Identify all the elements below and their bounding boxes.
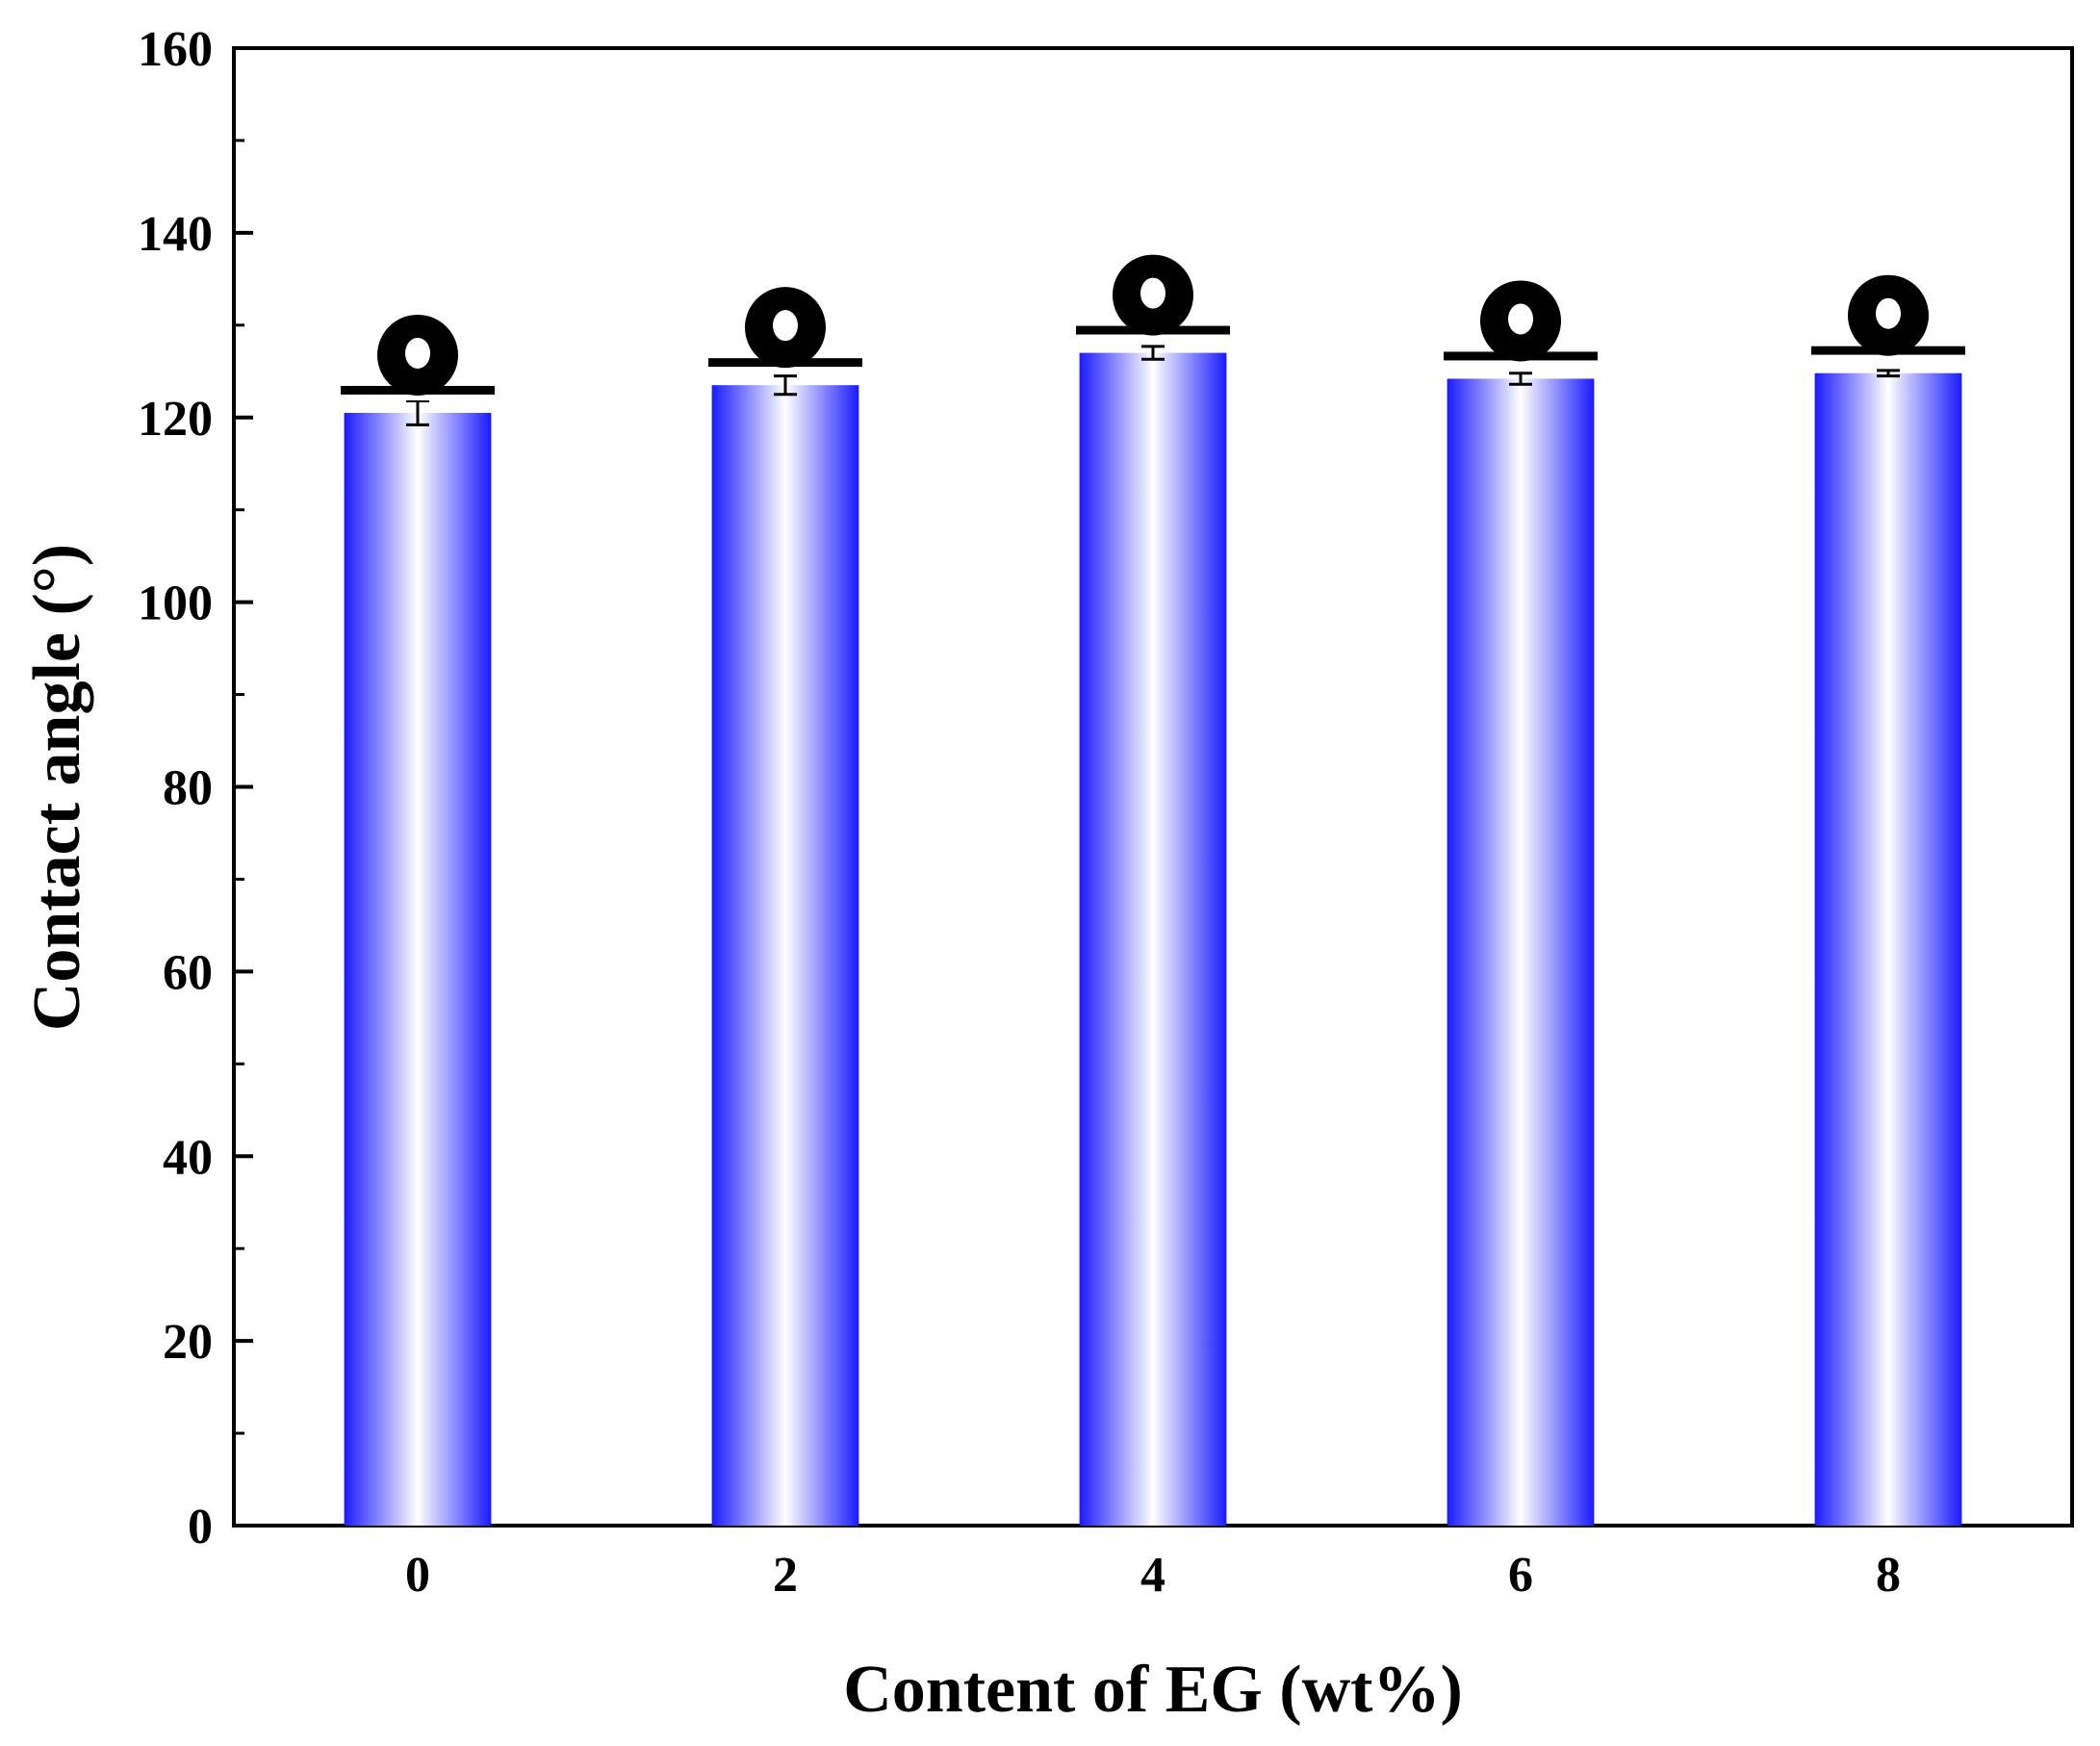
x-tick-label: 6 — [1508, 1548, 1533, 1603]
y-tick-label: 140 — [138, 207, 213, 262]
water-droplet-icon — [1444, 280, 1598, 367]
x-axis: 0 2 4 6 8 — [405, 1506, 1901, 1603]
water-droplet-icon — [341, 314, 495, 400]
water-droplet-icon — [708, 287, 862, 373]
y-tick-label: 0 — [188, 1500, 213, 1554]
bars-group — [344, 352, 1962, 1527]
y-tick-label: 120 — [138, 392, 213, 447]
y-axis-title: Contact angle (°) — [20, 544, 94, 1031]
x-tick-label: 8 — [1876, 1548, 1901, 1603]
y-tick-label: 20 — [163, 1315, 213, 1370]
y-tick-label: 60 — [163, 945, 213, 1000]
bar — [1079, 352, 1227, 1526]
y-tick-label: 80 — [163, 761, 213, 816]
y-axis: 0 20 40 60 80 100 120 140 160 — [138, 22, 253, 1554]
bar — [1447, 378, 1595, 1526]
x-tick-label: 4 — [1140, 1548, 1165, 1603]
x-tick-label: 2 — [773, 1548, 798, 1603]
x-axis-title: Content of EG (wt%) — [843, 1653, 1463, 1727]
bar — [1814, 372, 1962, 1527]
bar — [344, 412, 492, 1526]
y-tick-label: 100 — [138, 577, 213, 631]
error-bars-group — [406, 345, 1900, 426]
water-droplet-icon — [1811, 274, 1965, 361]
droplet-insets-group — [341, 254, 1965, 400]
bar — [711, 385, 859, 1526]
x-tick-label: 0 — [405, 1548, 430, 1603]
y-tick-label: 160 — [138, 22, 213, 77]
water-droplet-icon — [1076, 254, 1230, 341]
y-tick-label: 40 — [163, 1130, 213, 1185]
